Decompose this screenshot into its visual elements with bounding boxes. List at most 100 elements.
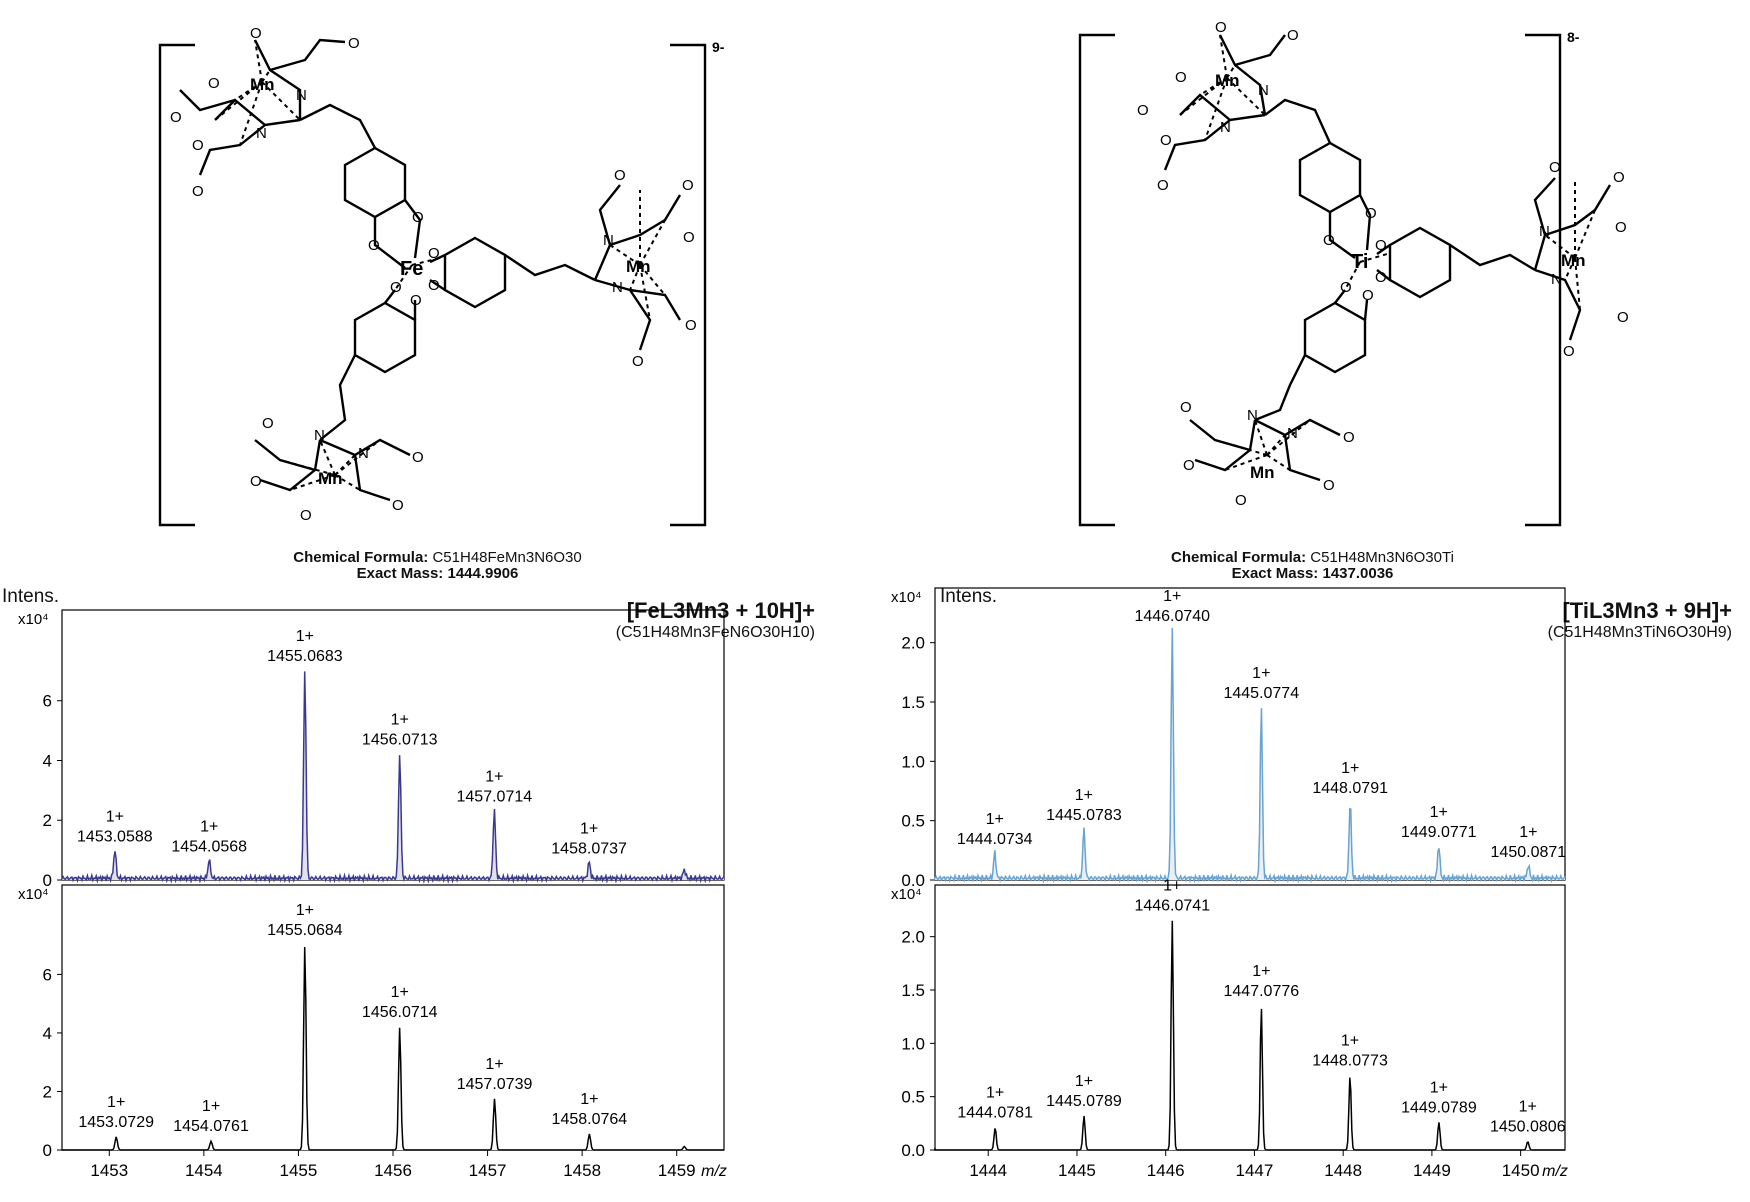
y-tick-label: 0.5	[901, 1088, 925, 1107]
metal-label-mn-top: Mn	[250, 75, 275, 94]
atom-label-o: O	[1160, 132, 1172, 149]
intens-label: Intens.	[940, 586, 998, 607]
atom-label-o: O	[1563, 343, 1575, 360]
peak-charge-label: 1+	[1163, 878, 1181, 895]
ion-block-ti: [TiL3Mn3 + 9H]+ (C51H48Mn3TiN6O30H9)	[1548, 598, 1732, 642]
x-tick-label: 1455	[280, 1161, 318, 1180]
peak-charge-label: 1+	[1519, 1098, 1537, 1115]
peak-charge-label: 1+	[202, 1098, 220, 1115]
peak-charge-label: 1+	[296, 628, 314, 645]
x-axis-label: m/z	[701, 1163, 727, 1180]
atom-label-o: O	[412, 449, 424, 466]
atom-label-o: O	[682, 177, 694, 194]
peak-charge-label: 1+	[1075, 787, 1093, 804]
peak-charge-label: 1+	[1430, 804, 1448, 821]
atom-label-o: O	[1215, 19, 1227, 36]
peak-charge-label: 1+	[986, 811, 1004, 828]
atom-label-o: O	[614, 167, 626, 184]
atom-label-n: N	[314, 427, 325, 444]
x-tick-label: 1456	[374, 1161, 412, 1180]
peak-charge-label: 1+	[580, 1091, 598, 1108]
atom-label-o: O	[192, 183, 204, 200]
atom-label-o: O	[192, 137, 204, 154]
peak-mz-label: 1457.0739	[457, 1076, 533, 1093]
fe-complex-structure: Mn Mn Mn Fe 9- N N N N N N O O O O O O O…	[158, 25, 725, 527]
atom-label-o: O	[685, 317, 697, 334]
atom-label-o: O	[250, 473, 262, 490]
spectrum-line	[61, 671, 725, 884]
atom-label-n: N	[612, 279, 623, 296]
atom-label-o: O	[262, 415, 274, 432]
mass-label: Exact Mass:	[1231, 565, 1319, 582]
y-tick-label: 0.0	[901, 871, 925, 890]
peak-mz-label: 1444.0781	[957, 1105, 1033, 1122]
ti-spectra: x10⁴0.00.51.01.52.01+1444.07341+1445.078…	[891, 587, 1568, 1180]
y-tick-label: 1.5	[901, 981, 925, 1000]
metal-label-mn-bottom: Mn	[1250, 463, 1275, 482]
peak-charge-label: 1+	[1341, 760, 1359, 777]
peak-charge-label: 1+	[1252, 665, 1270, 682]
metal-label-center: Ti	[1351, 251, 1368, 273]
peak-mz-label: 1445.0774	[1223, 685, 1299, 702]
atom-label-o: O	[1362, 287, 1374, 304]
peak-charge-label: 1+	[1519, 824, 1537, 841]
y-tick-label: 0.0	[901, 1141, 925, 1160]
peak-mz-label: 1446.0740	[1134, 608, 1210, 625]
atom-label-n: N	[256, 125, 267, 142]
atom-label-o: O	[1287, 27, 1299, 44]
peak-charge-label: 1+	[391, 712, 409, 729]
peak-mz-label: 1455.0684	[267, 922, 343, 939]
peak-mz-label: 1444.0734	[957, 831, 1033, 848]
atom-label-o: O	[170, 109, 182, 126]
peak-mz-label: 1458.0764	[552, 1111, 628, 1128]
ion-block-fe: [FeL3Mn3 + 10H]+ (C51H48Mn3FeN6O30H10)	[616, 598, 815, 642]
spectrum-line	[934, 920, 1565, 1151]
atom-label-o: O	[1343, 429, 1355, 446]
panel-fe: Mn Mn Mn Fe 9- N N N N N N O O O O O O O…	[2, 25, 815, 1180]
peak-charge-label: 1+	[1252, 963, 1270, 980]
atom-label-o: O	[1365, 205, 1377, 222]
atom-label-n: N	[296, 87, 307, 104]
x-tick-label: 1453	[90, 1161, 128, 1180]
peak-mz-label: 1447.0776	[1224, 983, 1300, 1000]
left-bracket	[1078, 33, 1115, 527]
peak-mz-label: 1458.0737	[551, 841, 627, 858]
formula-value: C51H48Mn3N6O30Ti	[1310, 549, 1454, 566]
atom-label-o: O	[1375, 237, 1387, 254]
spectrum-line	[934, 627, 1566, 884]
x-tick-label: 1459	[658, 1161, 696, 1180]
formula-label: Chemical Formula:	[293, 549, 429, 566]
atom-label-n: N	[1258, 82, 1269, 99]
peak-charge-label: 1+	[1430, 1079, 1448, 1096]
complex-charge: 9-	[712, 39, 725, 55]
peak-charge-label: 1+	[107, 1094, 125, 1111]
atom-label-o: O	[1137, 102, 1149, 119]
peak-mz-label: 1456.0713	[362, 732, 438, 749]
peak-charge-label: 1+	[1341, 1032, 1359, 1049]
y-tick-label: 6	[43, 965, 52, 984]
fe-spectra: x10⁴02461+1453.05881+1454.05681+1455.068…	[18, 609, 727, 1180]
x-tick-label: 1449	[1413, 1161, 1451, 1180]
ion-formula: (C51H48Mn3TiN6O30H9)	[1547, 624, 1732, 641]
metal-label-center: Fe	[400, 258, 423, 280]
atom-label-o: O	[368, 237, 380, 254]
atom-label-o: O	[1180, 399, 1192, 416]
atom-label-o: O	[1175, 69, 1187, 86]
atom-label-o: O	[683, 229, 695, 246]
peak-mz-label: 1448.0791	[1312, 780, 1388, 797]
peak-mz-label: 1453.0729	[78, 1114, 154, 1131]
mass-label: Exact Mass:	[356, 565, 444, 582]
y-tick-label: 4	[43, 751, 52, 770]
y-tick-label: 1.0	[901, 752, 925, 771]
mass-value: 1444.9906	[447, 565, 519, 582]
atom-label-o: O	[1375, 269, 1387, 286]
metal-label-mn-bottom: Mn	[318, 469, 343, 488]
peak-mz-label: 1455.0683	[267, 648, 343, 665]
panel-ti: Mn Mn Mn Ti 8- N N N N N N O O O O O O O…	[875, 0, 1750, 1202]
metal-label-mn-top: Mn	[1215, 71, 1240, 90]
y-tick-label: 2.0	[901, 928, 925, 947]
x-tick-label: 1448	[1324, 1161, 1362, 1180]
atom-label-o: O	[1157, 177, 1169, 194]
fe-simulated-plot: x10⁴ 0 2 4 6 1+ 1453.0729 1+ 1454.0761 1+ 1455.068…	[18, 884, 727, 1180]
peak-charge-label: 1+	[1163, 588, 1181, 605]
